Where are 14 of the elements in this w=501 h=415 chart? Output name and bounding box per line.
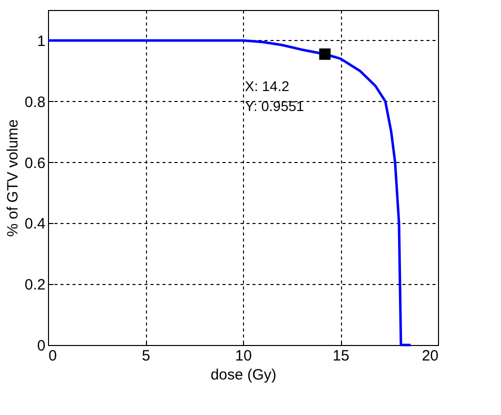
x-tick-label: 20 <box>422 348 438 364</box>
x-axis-title: dose (Gy) <box>210 366 276 384</box>
y-tick-label: 1 <box>37 32 46 50</box>
x-tick-label: 0 <box>48 348 57 364</box>
y-tick-label: 0.4 <box>24 216 46 233</box>
x-tick-label: 10 <box>235 348 252 364</box>
y-axis-title: % of GTV volume <box>4 119 22 237</box>
y-tick-label: 0.2 <box>24 276 46 294</box>
x-tick-label: 5 <box>142 348 150 364</box>
line-series <box>46 39 412 346</box>
y-tick-label: 0.8 <box>24 94 46 111</box>
x-tick-label: 15 <box>332 348 350 364</box>
annotation: X: 14.2 Y: 0.9551 <box>244 78 304 114</box>
y-tick-label: 0.6 <box>24 154 46 172</box>
